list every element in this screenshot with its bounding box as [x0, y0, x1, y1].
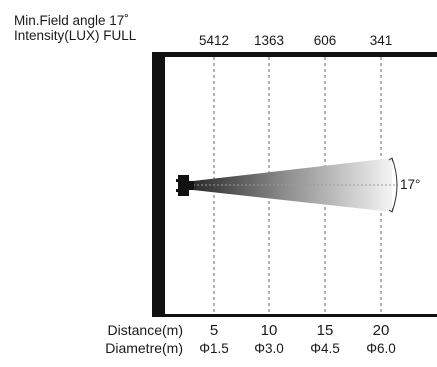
diameter-5m: Φ1.5	[199, 341, 229, 356]
field-angle-title: Min.Field angle 17˚	[14, 13, 129, 28]
diameter-15m: Φ4.5	[310, 341, 340, 356]
diameter-row-label: Diametre(m)	[105, 340, 183, 356]
angle-label: 17°	[400, 177, 421, 192]
lux-value-10m: 1363	[253, 33, 285, 48]
lux-value-5m: 5412	[198, 33, 230, 48]
distance-20: 20	[372, 322, 390, 339]
distance-row-label: Distance(m)	[107, 322, 183, 338]
distance-10: 10	[260, 322, 278, 339]
fixture-icon	[176, 175, 194, 196]
diameter-20m: Φ6.0	[366, 341, 396, 356]
distance-15: 15	[316, 322, 334, 339]
lux-value-15m: 606	[313, 33, 337, 48]
light-beam	[193, 158, 392, 212]
diameter-10m: Φ3.0	[254, 341, 284, 356]
intensity-title: Intensity(LUX) FULL	[14, 28, 137, 43]
angle-arc	[391, 157, 398, 213]
lux-value-20m: 341	[369, 33, 393, 48]
distance-5: 5	[209, 322, 219, 339]
